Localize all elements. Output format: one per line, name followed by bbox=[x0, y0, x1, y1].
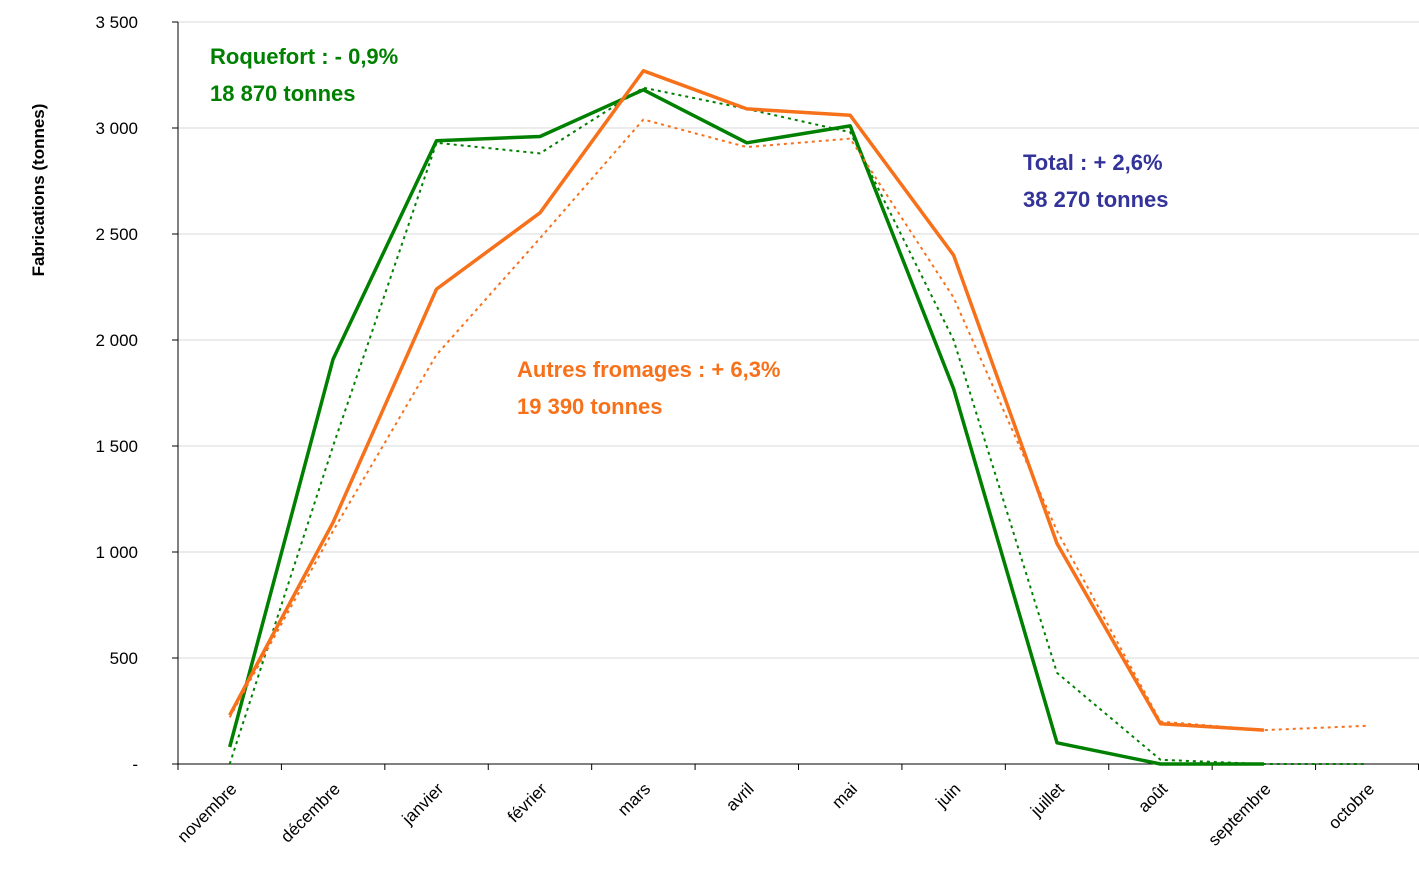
annotation: 19 390 tonnes bbox=[517, 394, 663, 419]
y-tick-label: 2 000 bbox=[95, 331, 138, 350]
x-tick-label: septembre bbox=[1204, 779, 1274, 849]
annotation: Autres fromages : + 6,3% bbox=[517, 357, 780, 382]
x-tick-label: octobre bbox=[1325, 779, 1379, 833]
x-tick-label: décembre bbox=[277, 779, 344, 846]
y-tick-label: 500 bbox=[110, 649, 138, 668]
line-series bbox=[228, 86, 1368, 765]
x-tick-label: janvier bbox=[398, 779, 448, 829]
x-tick-label: mai bbox=[828, 779, 861, 812]
x-tick-label: mars bbox=[614, 779, 654, 819]
x-tick-label: novembre bbox=[174, 779, 241, 846]
y-tick-label: 1 500 bbox=[95, 437, 138, 456]
x-tick-label: juin bbox=[932, 779, 965, 812]
line-series bbox=[228, 88, 1264, 766]
x-tick-label: avril bbox=[722, 779, 757, 814]
line-series bbox=[228, 69, 1265, 732]
annotation: 18 870 tonnes bbox=[210, 81, 356, 106]
y-tick-label: 3 000 bbox=[95, 119, 138, 138]
y-tick-label: 2 500 bbox=[95, 225, 138, 244]
x-tick-label: août bbox=[1134, 779, 1171, 816]
annotation: 38 270 tonnes bbox=[1023, 187, 1169, 212]
line-series bbox=[228, 118, 1368, 732]
y-tick-label: - bbox=[132, 755, 138, 774]
y-axis-label: Fabrications (tonnes) bbox=[29, 104, 48, 277]
y-tick-label: 3 500 bbox=[95, 13, 138, 32]
y-tick-label: 1 000 bbox=[95, 543, 138, 562]
annotation: Roquefort : - 0,9% bbox=[210, 44, 398, 69]
annotation: Total : + 2,6% bbox=[1023, 150, 1163, 175]
x-tick-label: février bbox=[504, 779, 551, 826]
x-tick-label: juillet bbox=[1026, 779, 1068, 821]
